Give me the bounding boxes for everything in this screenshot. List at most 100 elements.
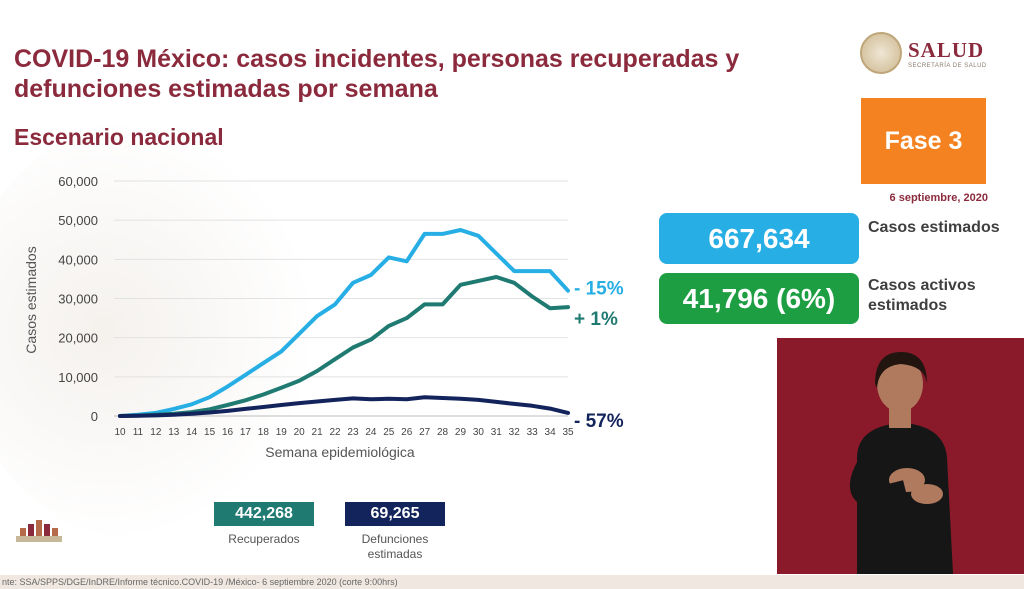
x-tick-label: 23 (347, 427, 359, 438)
data-point-casos (494, 251, 498, 256)
data-point-defunciones (566, 411, 570, 415)
x-tick-label: 28 (437, 427, 449, 438)
data-point-recuperados (440, 302, 445, 306)
x-tick-label: 33 (527, 427, 539, 438)
data-point-casos (512, 269, 516, 273)
data-point-casos (405, 259, 409, 263)
data-point-casos (548, 269, 552, 273)
x-tick-label: 21 (312, 427, 324, 438)
data-point-recuperados (297, 379, 301, 383)
x-tick-label: 27 (419, 427, 431, 438)
data-point-recuperados (369, 338, 373, 342)
x-tick-label: 30 (473, 427, 485, 438)
data-point-casos (387, 255, 391, 259)
data-point-recuperados (208, 407, 212, 411)
x-tick-label: 13 (168, 427, 180, 438)
y-tick-label: 30,000 (58, 292, 98, 307)
y-tick-label: 40,000 (58, 252, 98, 267)
casos-activos-value: 41,796 (6%) (659, 273, 859, 324)
y-tick-label: 60,000 (58, 174, 98, 189)
salud-logo: SALUD SECRETARÍA DE SALUD (860, 32, 987, 74)
data-point-casos (351, 281, 355, 285)
x-tick-label: 24 (365, 427, 377, 438)
data-point-recuperados (405, 316, 409, 320)
x-tick-label: 32 (509, 427, 521, 438)
series-line-casos (118, 228, 570, 418)
fase-badge: Fase 3 (861, 98, 986, 184)
data-point-recuperados (512, 281, 516, 285)
x-tick-label: 11 (133, 427, 144, 438)
recuperados-label: Recuperados (228, 532, 300, 546)
x-tick-label: 22 (329, 427, 341, 438)
y-axis-label: Casos estimados (23, 246, 39, 353)
data-point-casos (566, 289, 570, 293)
series-line-recuperados (118, 275, 570, 418)
data-point-recuperados (476, 279, 480, 283)
x-tick-label: 34 (545, 427, 557, 438)
data-point-defunciones (494, 400, 498, 404)
x-tick-label: 16 (222, 427, 234, 438)
data-point-defunciones (172, 413, 176, 417)
data-point-casos (225, 385, 230, 389)
data-point-casos (243, 373, 248, 377)
data-point-casos (333, 302, 337, 306)
data-point-recuperados (243, 398, 248, 402)
weekly-cases-chart: 0 10,000 20,000 30,000 40,000 50,000 60,000 10… (23, 174, 624, 460)
data-point-defunciones (440, 396, 445, 400)
data-point-recuperados (261, 392, 265, 397)
recuperados-value: 442,268 (214, 502, 314, 526)
data-point-defunciones (261, 405, 265, 409)
defunciones-value: 69,265 (345, 502, 445, 526)
data-point-defunciones (118, 414, 122, 418)
data-point-defunciones (136, 414, 140, 418)
seal-icon (860, 32, 902, 74)
data-point-defunciones (405, 397, 409, 401)
data-point-recuperados (351, 345, 355, 350)
data-point-defunciones (154, 413, 158, 418)
background-decoration (0, 120, 320, 540)
data-point-recuperados (423, 302, 427, 306)
data-point-casos (279, 349, 283, 353)
page-subtitle: Escenario nacional (14, 124, 224, 150)
series-end-label-defunciones: - 57% (574, 411, 624, 432)
x-tick-label: 26 (401, 427, 413, 438)
data-point-defunciones (512, 402, 516, 406)
report-date: 6 septiembre, 2020 (889, 192, 988, 204)
data-point-defunciones (333, 398, 337, 402)
data-point-recuperados (566, 305, 570, 309)
data-point-casos (476, 234, 480, 238)
x-tick-label: 25 (383, 427, 395, 438)
data-point-defunciones (297, 401, 301, 405)
x-tick-label: 29 (455, 427, 467, 438)
data-point-casos (440, 232, 445, 236)
sign-language-interpreter-video (777, 338, 1024, 574)
government-emblem-icon (16, 520, 62, 542)
data-point-recuperados (333, 357, 337, 361)
x-tick-label: 35 (562, 427, 574, 438)
data-point-defunciones (315, 399, 319, 404)
data-point-casos (458, 228, 463, 232)
x-tick-label: 17 (240, 427, 252, 438)
logo-text: SALUD (908, 37, 985, 62)
data-point-casos (369, 273, 373, 277)
data-point-casos (190, 402, 194, 406)
data-point-defunciones (208, 410, 212, 415)
data-point-defunciones (225, 409, 230, 413)
x-tick-label: 12 (150, 427, 162, 438)
data-point-defunciones (548, 406, 552, 411)
x-tick-label: 15 (204, 427, 216, 438)
source-footer: nte: SSA/SPPS/DGE/InDRE/Informe técnico.… (0, 575, 1024, 589)
data-point-defunciones (279, 403, 283, 407)
y-tick-label: 10,000 (58, 370, 98, 385)
casos-activos-label: Casos activos estimados (868, 277, 976, 314)
x-tick-label: 19 (276, 427, 288, 438)
series-end-label-casos: - 15% (574, 279, 624, 300)
data-point-recuperados (530, 294, 534, 299)
x-tick-label: 31 (491, 427, 503, 438)
y-tick-label: 50,000 (58, 213, 98, 228)
logo-subtext: SECRETARÍA DE SALUD (908, 62, 987, 69)
data-point-casos (423, 232, 427, 236)
data-point-defunciones (387, 397, 391, 401)
casos-estimados-label: Casos estimados (868, 219, 1000, 236)
data-point-recuperados (315, 369, 319, 373)
